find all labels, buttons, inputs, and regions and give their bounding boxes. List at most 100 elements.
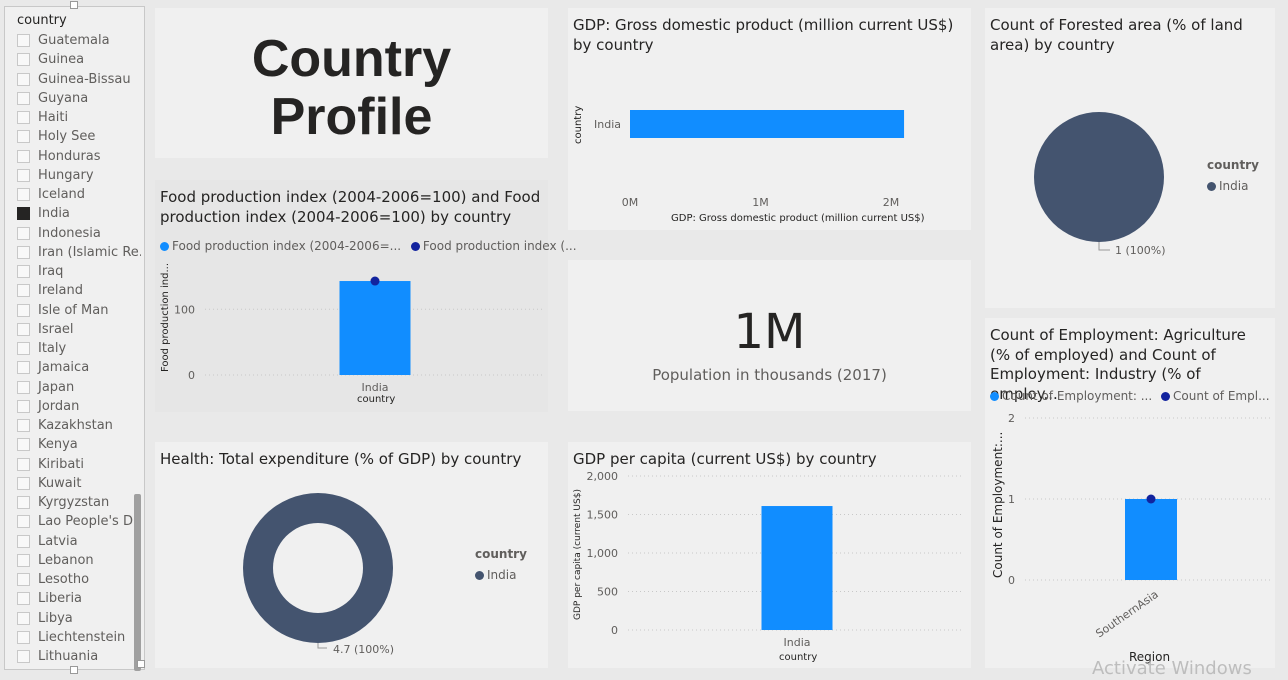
- checkbox-icon[interactable]: [17, 457, 30, 471]
- checkbox-icon[interactable]: [17, 592, 30, 606]
- checkbox-icon[interactable]: [17, 226, 30, 240]
- slicer-item[interactable]: Lebanon: [17, 551, 141, 570]
- slicer-item[interactable]: Liechtenstein: [17, 628, 141, 647]
- forested-area-chart[interactable]: Count of Forested area (% of land area) …: [985, 8, 1275, 308]
- checkbox-icon[interactable]: [17, 419, 30, 433]
- gdp-chart[interactable]: GDP: Gross domestic product (million cur…: [568, 8, 971, 230]
- checkbox-icon[interactable]: [17, 399, 30, 413]
- slicer-item[interactable]: India: [17, 204, 141, 223]
- checkbox-icon[interactable]: [17, 380, 30, 394]
- checkbox-icon[interactable]: [17, 188, 30, 202]
- slicer-item[interactable]: Libya: [17, 609, 141, 628]
- checkbox-icon[interactable]: [17, 438, 30, 452]
- checkbox-icon[interactable]: [17, 265, 30, 279]
- slicer-item[interactable]: Kazakhstan: [17, 416, 141, 435]
- slicer-item-label: Libya: [38, 610, 73, 626]
- checkbox-icon[interactable]: [17, 53, 30, 67]
- resize-handle-icon[interactable]: [137, 660, 145, 668]
- checkbox-icon[interactable]: [17, 322, 30, 336]
- legend-item[interactable]: India: [1207, 179, 1248, 193]
- slicer-item[interactable]: Guinea: [17, 50, 141, 69]
- checkbox-icon[interactable]: [17, 303, 30, 317]
- slicer-item[interactable]: Kenya: [17, 435, 141, 454]
- slicer-item[interactable]: Iran (Islamic Re...: [17, 243, 141, 262]
- slicer-item[interactable]: Iraq: [17, 262, 141, 281]
- gdp-per-capita-chart[interactable]: GDP per capita (current US$) by country …: [568, 442, 971, 668]
- checkbox-icon[interactable]: [17, 573, 30, 587]
- slicer-item-label: Indonesia: [38, 225, 101, 241]
- checkbox-icon[interactable]: [17, 34, 30, 48]
- slicer-item-label: Liberia: [38, 591, 83, 607]
- slicer-item[interactable]: Israel: [17, 320, 141, 339]
- checkbox-icon[interactable]: [17, 515, 30, 529]
- title-line-1: Country: [251, 30, 452, 88]
- checkbox-icon[interactable]: [17, 476, 30, 490]
- resize-handle-icon[interactable]: [70, 1, 78, 9]
- checkbox-icon[interactable]: [17, 611, 30, 625]
- bar: [1125, 499, 1177, 580]
- slicer-item[interactable]: Lao People's D...: [17, 512, 141, 531]
- slicer-item[interactable]: Jordan: [17, 397, 141, 416]
- checkbox-checked-icon[interactable]: [17, 207, 30, 221]
- checkbox-icon[interactable]: [17, 534, 30, 548]
- slicer-item[interactable]: Jamaica: [17, 358, 141, 377]
- legend-item[interactable]: Count of Employment: ...: [990, 389, 1152, 403]
- slicer-item[interactable]: Lesotho: [17, 570, 141, 589]
- slicer-item[interactable]: Honduras: [17, 147, 141, 166]
- slicer-scrollbar[interactable]: [134, 494, 141, 671]
- slicer-item[interactable]: Guyana: [17, 89, 141, 108]
- slicer-item-label: Holy See: [38, 129, 96, 145]
- slicer-item[interactable]: Indonesia: [17, 224, 141, 243]
- checkbox-icon[interactable]: [17, 72, 30, 86]
- chart-legend: Food production index (2004-2006=... Foo…: [160, 239, 577, 253]
- plot-area: 1 (100%): [985, 8, 1275, 308]
- checkbox-icon[interactable]: [17, 361, 30, 375]
- slicer-item-label: Kuwait: [38, 475, 82, 491]
- slicer-item[interactable]: Kuwait: [17, 474, 141, 493]
- checkbox-icon[interactable]: [17, 342, 30, 356]
- checkbox-icon[interactable]: [17, 245, 30, 259]
- checkbox-icon[interactable]: [17, 284, 30, 298]
- slicer-item-label: Liechtenstein: [38, 629, 126, 645]
- slicer-item[interactable]: Japan: [17, 378, 141, 397]
- slicer-item[interactable]: Liberia: [17, 589, 141, 608]
- slicer-item[interactable]: Iceland: [17, 185, 141, 204]
- slicer-item[interactable]: Haiti: [17, 108, 141, 127]
- legend-item[interactable]: Count of Empl...: [1161, 389, 1270, 403]
- slicer-item[interactable]: Lithuania: [17, 647, 141, 666]
- food-production-chart[interactable]: Food production index (2004-2006=100) an…: [155, 180, 577, 412]
- slicer-item[interactable]: Ireland: [17, 281, 141, 300]
- slicer-item[interactable]: Hungary: [17, 166, 141, 185]
- slicer-item[interactable]: Kyrgyzstan: [17, 493, 141, 512]
- legend-dot-icon: [475, 571, 484, 580]
- resize-handle-icon[interactable]: [70, 666, 78, 674]
- checkbox-icon[interactable]: [17, 650, 30, 664]
- slicer-item[interactable]: Guatemala: [17, 31, 141, 50]
- checkbox-icon[interactable]: [17, 130, 30, 144]
- slicer-item[interactable]: Holy See: [17, 127, 141, 146]
- x-axis-title: Region: [1129, 650, 1171, 664]
- checkbox-icon[interactable]: [17, 168, 30, 182]
- checkbox-icon[interactable]: [17, 111, 30, 125]
- checkbox-icon[interactable]: [17, 630, 30, 644]
- country-slicer: country Guatemala Guinea Guinea-Bissau Guya…: [4, 6, 145, 671]
- slicer-item[interactable]: Italy: [17, 339, 141, 358]
- checkbox-icon[interactable]: [17, 149, 30, 163]
- legend-dot-icon: [1207, 182, 1216, 191]
- legend-item[interactable]: Food production index (2004-2006=...: [160, 239, 401, 253]
- population-card[interactable]: 1M Population in thousands (2017): [568, 260, 971, 411]
- legend-label: India: [1219, 179, 1249, 193]
- checkbox-icon[interactable]: [17, 553, 30, 567]
- leader-line: [1098, 242, 1110, 251]
- slicer-item[interactable]: Kiribati: [17, 455, 141, 474]
- health-expenditure-chart[interactable]: Health: Total expenditure (% of GDP) by …: [155, 442, 548, 668]
- checkbox-icon[interactable]: [17, 496, 30, 510]
- checkbox-icon[interactable]: [17, 91, 30, 105]
- slicer-item[interactable]: Isle of Man: [17, 301, 141, 320]
- slicer-item[interactable]: Guinea-Bissau: [17, 70, 141, 89]
- legend-item[interactable]: Food production index (...: [410, 239, 577, 253]
- employment-chart[interactable]: Count of Employment: Agriculture (% of e…: [985, 318, 1275, 668]
- slicer-item[interactable]: Latvia: [17, 532, 141, 551]
- y-tick-label: 2: [1008, 412, 1015, 425]
- legend-item[interactable]: India: [475, 568, 516, 582]
